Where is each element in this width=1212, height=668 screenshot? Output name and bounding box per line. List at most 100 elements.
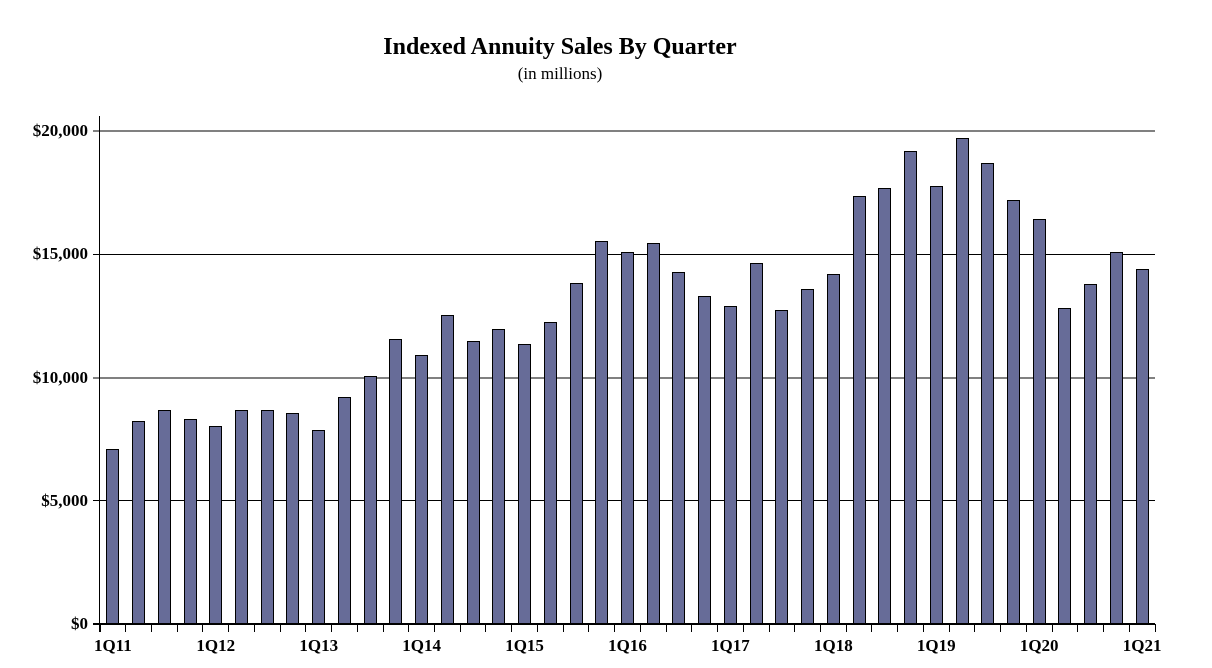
bar-2Q19 [955,138,969,624]
bar-4Q14 [492,329,506,624]
bar-3Q18 [878,188,892,624]
x-axis-tick [202,624,204,632]
bar-3Q15 [569,283,583,624]
x-axis-label: 1Q19 [916,636,956,655]
x-axis-tick [485,624,487,632]
x-axis-tick [305,624,307,632]
bar-1Q21 [1135,269,1149,624]
y-axis-label: $0 [71,614,88,633]
x-axis-label: 1Q17 [711,636,750,655]
bar-2Q13 [337,397,351,624]
x-axis-tick [253,624,255,632]
bar-1Q12 [209,426,223,624]
bar-3Q19 [981,163,995,624]
x-axis-tick [434,624,435,632]
x-axis-tick [614,624,616,632]
x-axis-tick [691,624,693,632]
bar-4Q19 [1006,200,1020,624]
y-axis-label: $15,000 [32,244,88,264]
x-axis-tick [176,624,178,632]
x-axis-tick [742,624,744,632]
x-axis-tick [768,624,770,632]
x-axis-tick [1025,624,1027,632]
x-axis-tick [871,624,873,632]
x-axis-tick [331,624,333,632]
bar-1Q20 [1032,219,1046,624]
gridline-20000 [93,130,1155,132]
x-axis-tick [819,624,821,632]
x-axis-tick [1051,624,1053,632]
bar-2Q16 [646,243,660,624]
chart-title: Indexed Annuity Sales By Quarter [383,34,737,60]
bar-2Q15 [543,322,557,624]
bar-1Q16 [621,252,634,624]
x-axis-tick [99,624,101,632]
x-axis-label: 1Q18 [813,636,853,655]
x-axis-label: 1Q16 [608,636,647,655]
y-axis-label: $10,000 [32,367,88,387]
bar-3Q13 [363,376,377,624]
x-axis-tick [562,624,564,632]
x-axis-label: 1Q21 [1122,636,1162,655]
x-axis-tick [511,624,513,632]
bar-1Q15 [518,344,532,624]
bar-3Q12 [260,410,274,624]
bar-2Q11 [132,421,146,624]
x-axis-tick [1128,624,1130,632]
x-axis-tick [794,624,796,632]
x-axis-tick [922,624,924,632]
bar-1Q13 [312,430,326,624]
bar-4Q12 [286,413,300,624]
bar-1Q18 [826,274,840,624]
bar-4Q15 [595,241,609,624]
x-axis-label: 1Q13 [299,636,339,655]
y-axis-label: $5,000 [41,490,88,510]
x-axis-tick [1154,624,1156,632]
bar-4Q17 [801,289,815,624]
bar-2Q17 [749,263,763,624]
x-axis-tick [1103,624,1105,632]
y-axis-label: $20,000 [32,121,88,140]
bar-3Q17 [775,310,789,624]
bar-4Q13 [389,339,403,624]
bar-2Q18 [852,196,866,624]
bar-1Q19 [929,186,943,624]
x-axis-tick [536,624,538,632]
x-axis-tick [356,624,358,632]
x-axis-tick [459,624,461,632]
bar-3Q11 [157,410,171,624]
x-axis-tick [125,624,127,632]
bar-2Q14 [440,315,454,624]
x-axis-tick [279,624,281,632]
x-axis-tick [639,624,641,632]
x-axis-tick [1077,624,1079,632]
x-axis-label: 1Q11 [93,636,132,655]
x-axis-tick [588,624,590,632]
bar-2Q20 [1058,308,1072,624]
x-axis-tick [382,624,384,632]
x-axis-tick [845,624,847,632]
x-axis-label: 1Q14 [402,636,441,655]
bar-3Q14 [466,341,480,624]
bar-4Q16 [698,296,712,624]
gridline-0 [93,623,1155,625]
x-axis-label: 1Q12 [196,636,236,655]
x-axis-tick [974,624,976,632]
bar-2Q12 [235,410,249,624]
bar-1Q14 [415,355,429,624]
bar-4Q18 [904,151,918,624]
x-axis-label: 1Q15 [505,636,544,655]
x-axis-tick [228,624,230,632]
bar-4Q11 [183,419,197,624]
bar-1Q17 [723,306,737,624]
x-axis-tick [897,624,899,632]
y-axis-line [99,116,100,632]
bar-3Q16 [672,272,686,624]
bar-1Q11 [106,449,120,624]
chart-subtitle: (in millions) [517,64,603,83]
bar-4Q20 [1109,252,1123,624]
x-axis-tick [717,624,719,632]
x-axis-label: 1Q20 [1019,636,1059,655]
